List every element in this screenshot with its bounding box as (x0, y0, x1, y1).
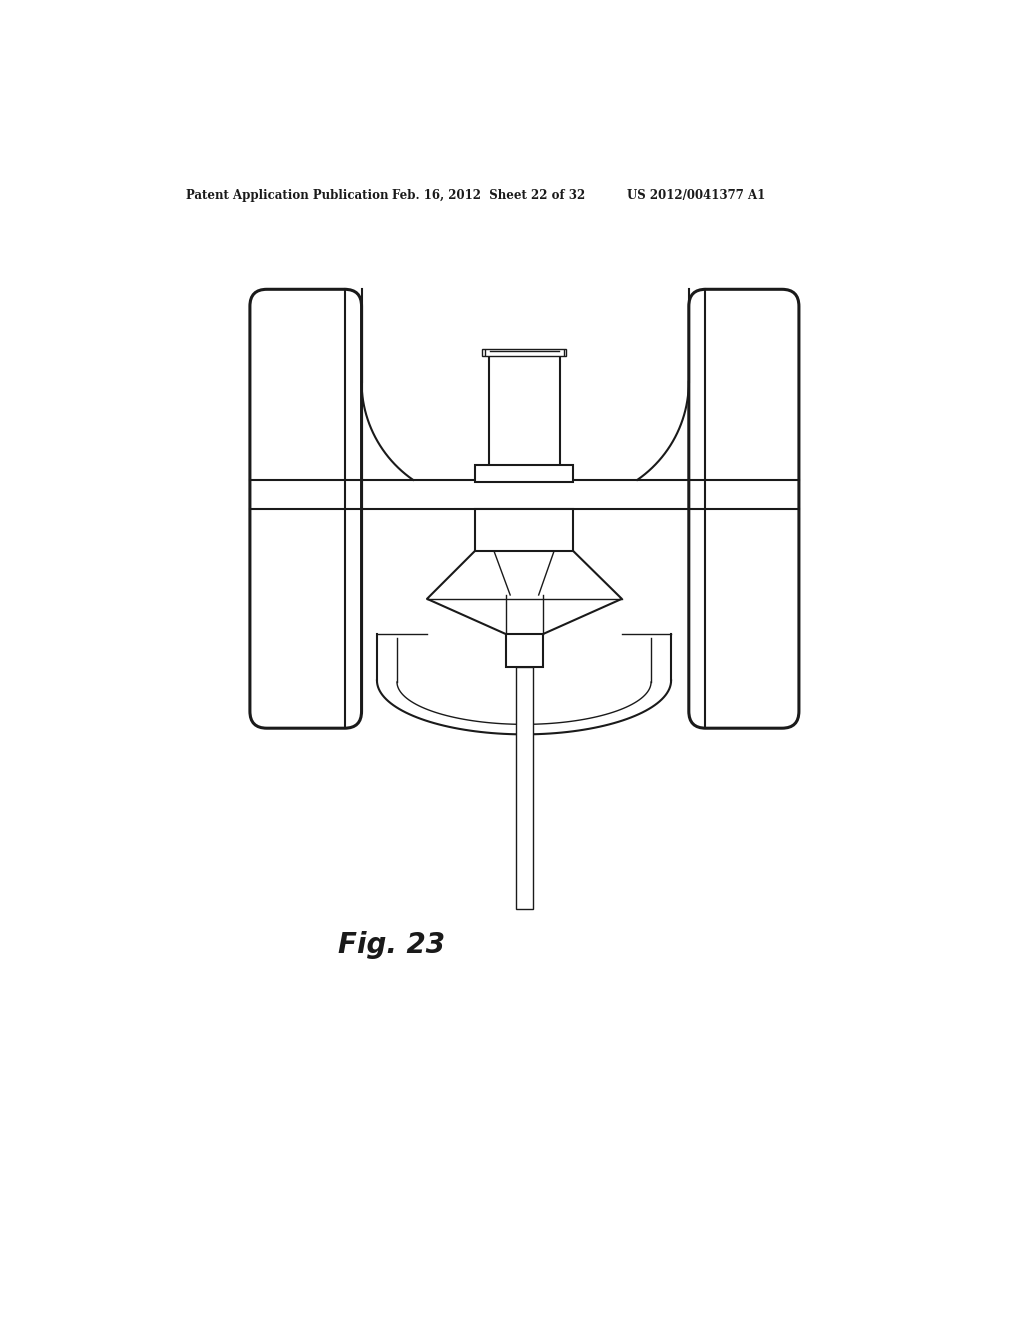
FancyBboxPatch shape (250, 289, 361, 729)
Bar (516, 667, 534, 909)
Text: Fig. 23: Fig. 23 (339, 932, 445, 960)
Bar (482, 350, 566, 355)
Text: Feb. 16, 2012  Sheet 22 of 32: Feb. 16, 2012 Sheet 22 of 32 (392, 189, 586, 202)
Bar (475, 465, 573, 482)
Bar (488, 355, 560, 466)
Text: Patent Application Publication: Patent Application Publication (186, 189, 388, 202)
FancyBboxPatch shape (689, 289, 799, 729)
Text: US 2012/0041377 A1: US 2012/0041377 A1 (628, 189, 766, 202)
Bar (506, 635, 543, 667)
Bar (475, 508, 573, 552)
